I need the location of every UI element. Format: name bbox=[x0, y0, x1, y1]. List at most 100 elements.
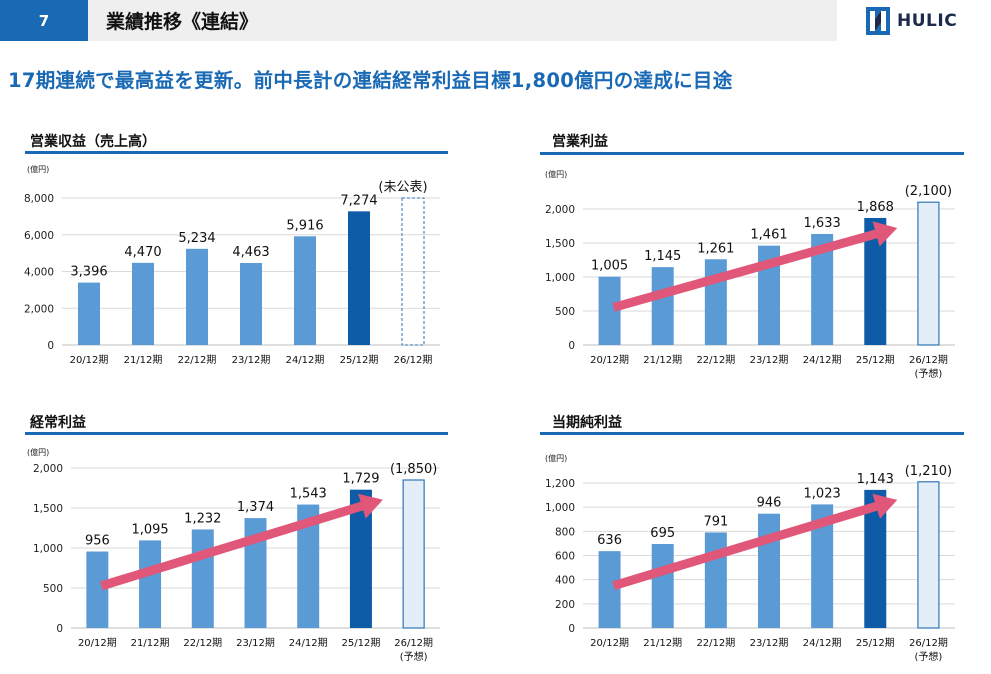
bar-current bbox=[864, 489, 887, 628]
bar bbox=[651, 544, 674, 628]
y-tick-label: 500 bbox=[555, 306, 575, 318]
x-tick-label: 20/12期 bbox=[590, 637, 629, 649]
trend-arrow bbox=[612, 493, 898, 590]
x-tick-label: 21/12期 bbox=[124, 354, 163, 366]
bar bbox=[244, 518, 267, 628]
bar-forecast bbox=[917, 481, 940, 629]
x-tick-label: 21/12期 bbox=[643, 354, 682, 366]
data-label: 1,005 bbox=[591, 259, 628, 274]
data-label: 1,374 bbox=[237, 500, 274, 515]
data-label: 946 bbox=[757, 496, 782, 511]
bar bbox=[139, 540, 162, 628]
bar bbox=[240, 262, 262, 345]
bar bbox=[651, 267, 674, 345]
data-label: 1,145 bbox=[644, 249, 681, 264]
chart-title-revenue: 営業収益（売上高） bbox=[30, 134, 156, 150]
chart-title-net-income: 当期純利益 bbox=[552, 415, 622, 431]
x-tick-label: 23/12期 bbox=[750, 637, 789, 649]
x-tick-label: 22/12期 bbox=[178, 354, 217, 366]
y-tick-label: 6,000 bbox=[24, 230, 54, 242]
bar bbox=[758, 245, 780, 345]
x-tick-label: 20/12期 bbox=[78, 637, 117, 649]
unit-label: (億円) bbox=[545, 169, 567, 179]
data-label: 1,143 bbox=[857, 472, 894, 487]
bar bbox=[598, 551, 621, 628]
company-logo: HULIC bbox=[866, 7, 957, 35]
bar-undisclosed bbox=[401, 197, 425, 346]
y-tick-label: 0 bbox=[56, 623, 63, 635]
bar-forecast bbox=[917, 201, 940, 346]
y-tick-label: 1,200 bbox=[545, 478, 575, 490]
x-tick-label: 20/12期 bbox=[590, 354, 629, 366]
chart-title-rule bbox=[540, 432, 964, 435]
data-label: 3,396 bbox=[70, 265, 107, 280]
trend-arrow-shape bbox=[100, 493, 383, 591]
y-tick-label: 0 bbox=[47, 340, 54, 352]
y-tick-label: 2,000 bbox=[24, 303, 54, 315]
bar-current bbox=[349, 489, 372, 628]
headline: 17期連続で最高益を更新。前中長計の連結経常利益目標1,800億円の達成に目途 bbox=[8, 69, 733, 92]
x-tick-label: 24/12期 bbox=[803, 637, 842, 649]
trend-arrow-shape bbox=[612, 221, 898, 312]
unit-label: (億円) bbox=[545, 453, 567, 463]
bar-forecast bbox=[402, 479, 425, 629]
x-tick-label: 24/12期 bbox=[289, 637, 328, 649]
data-label: 1,023 bbox=[804, 486, 841, 501]
data-label: (1,210) bbox=[905, 464, 952, 479]
y-tick-label: 0 bbox=[568, 623, 575, 635]
bar bbox=[758, 513, 780, 628]
x-tick-label: 23/12期 bbox=[236, 637, 275, 649]
bar bbox=[132, 262, 154, 345]
y-tick-label: 1,500 bbox=[33, 503, 63, 515]
x-tick-label: 23/12期 bbox=[232, 354, 271, 366]
chart-title-rule bbox=[540, 152, 964, 155]
y-tick-label: 600 bbox=[555, 551, 575, 563]
y-tick-label: 500 bbox=[43, 583, 63, 595]
y-tick-label: 0 bbox=[568, 340, 575, 352]
bar bbox=[811, 504, 834, 628]
data-label: 791 bbox=[703, 514, 728, 529]
x-tick-sublabel: (予想) bbox=[915, 367, 943, 380]
x-tick-label: 25/12期 bbox=[856, 354, 895, 366]
x-tick-label: 26/12期 bbox=[909, 637, 948, 649]
y-tick-label: 8,000 bbox=[24, 193, 54, 205]
bar bbox=[78, 282, 100, 345]
x-tick-label: 21/12期 bbox=[643, 637, 682, 649]
unit-label: (億円) bbox=[27, 447, 49, 457]
x-tick-label: 22/12期 bbox=[696, 354, 735, 366]
page-number: 7 bbox=[0, 0, 88, 41]
x-tick-sublabel: (予想) bbox=[915, 650, 943, 663]
bar bbox=[297, 504, 320, 628]
chart-title-ordinary-income: 経常利益 bbox=[30, 415, 86, 431]
trend-arrow bbox=[100, 493, 383, 591]
x-tick-sublabel: (予想) bbox=[400, 650, 428, 663]
data-label: 956 bbox=[85, 534, 110, 549]
x-tick-label: 26/12期 bbox=[394, 354, 433, 366]
data-label: 1,261 bbox=[697, 241, 734, 256]
x-tick-label: 24/12期 bbox=[803, 354, 842, 366]
bar bbox=[704, 532, 727, 628]
data-label: 636 bbox=[597, 533, 622, 548]
data-label: 1,868 bbox=[857, 200, 894, 215]
x-tick-label: 20/12期 bbox=[70, 354, 109, 366]
data-label: 1,461 bbox=[750, 228, 787, 243]
trend-arrow bbox=[612, 221, 898, 312]
bar bbox=[811, 233, 834, 345]
y-tick-label: 800 bbox=[555, 526, 575, 538]
unit-label: (億円) bbox=[27, 164, 49, 174]
y-tick-label: 2,000 bbox=[33, 463, 63, 475]
page-title: 業績推移《連結》 bbox=[106, 11, 259, 33]
chart-title-operating-income: 営業利益 bbox=[552, 134, 608, 150]
chart-title-rule bbox=[25, 151, 448, 154]
trend-arrow-shape bbox=[612, 493, 898, 590]
data-label: 695 bbox=[650, 526, 675, 541]
data-label: 5,234 bbox=[178, 231, 215, 246]
hulic-logo-icon bbox=[866, 7, 890, 35]
x-tick-label: 24/12期 bbox=[286, 354, 325, 366]
y-tick-label: 200 bbox=[555, 599, 575, 611]
x-tick-label: 26/12期 bbox=[909, 354, 948, 366]
data-label: (1,850) bbox=[390, 462, 437, 477]
y-tick-label: 1,500 bbox=[545, 238, 575, 250]
